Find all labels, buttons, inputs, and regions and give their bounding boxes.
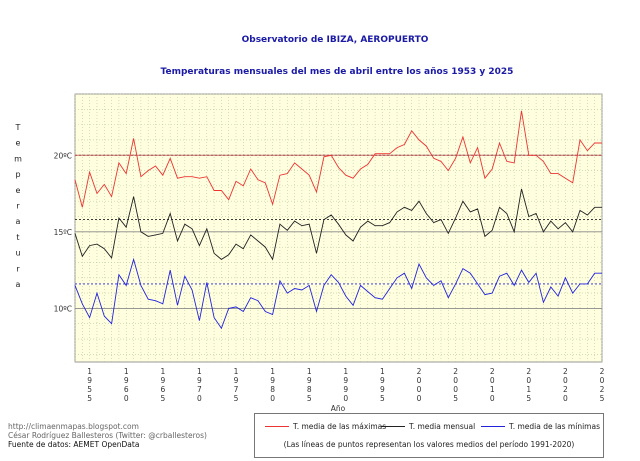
x-axis-label: Año: [331, 404, 346, 413]
chart-title: Observatorio de IBIZA, AEROPUERTO: [242, 35, 429, 45]
legend: T. media de las máximas T. media mensual…: [254, 413, 604, 458]
x-axis-ticks: 1 9 5 5 1 9 6 0 1 9 6 5 1 9 7 0 1 9 7 5 1 9 8 0 1 9 8 5 1 9 9 0 1 9 9 5 2 0 0 0…: [87, 367, 604, 403]
y-tick-label: 10ºC: [54, 304, 72, 313]
credits-source: Fuente de datos: AEMET OpenData: [8, 440, 140, 449]
legend-note: (Las líneas de puntos representan los va…: [283, 440, 575, 449]
legend-line-max: [265, 426, 289, 427]
plot-area: [74, 93, 603, 363]
series-line-mean: [74, 188, 602, 261]
legend-label-mean: T. media mensual: [409, 422, 476, 431]
grid: [74, 93, 603, 362]
legend-line-mean: [381, 426, 405, 427]
credits-author: César Rodríguez Ballesteros (Twitter: @c…: [8, 431, 207, 440]
y-axis-ticks: 10ºC 15ºC 20ºC: [54, 151, 72, 313]
chart-subtitle: Temperaturas mensuales del mes de abril …: [161, 67, 514, 77]
series-line-min: [74, 257, 602, 330]
y-tick-label: 15ºC: [54, 228, 72, 237]
legend-label-max: T. media de las máximas: [293, 422, 387, 431]
credits-url: http://climaenmapas.blogspot.com: [8, 422, 139, 431]
series-lines: [74, 110, 602, 330]
y-tick-label: 20ºC: [54, 151, 72, 160]
series-line-max: [74, 110, 602, 208]
credits: http://climaenmapas.blogspot.com César R…: [8, 422, 207, 449]
legend-line-min: [481, 426, 505, 427]
legend-label-min: T. media de las mínimas: [509, 422, 600, 431]
